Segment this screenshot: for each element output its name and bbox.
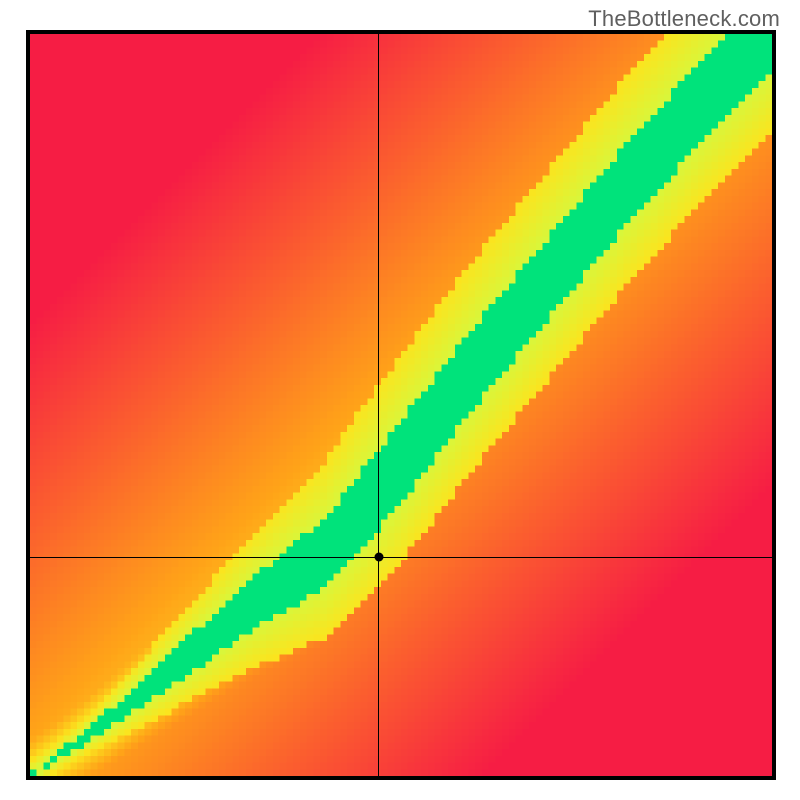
selection-marker[interactable] bbox=[374, 553, 383, 562]
bottleneck-heatmap bbox=[30, 34, 772, 776]
crosshair-horizontal bbox=[30, 557, 772, 558]
chart-container: TheBottleneck.com bbox=[0, 0, 800, 800]
watermark-text: TheBottleneck.com bbox=[588, 6, 780, 32]
crosshair-vertical bbox=[378, 34, 379, 776]
